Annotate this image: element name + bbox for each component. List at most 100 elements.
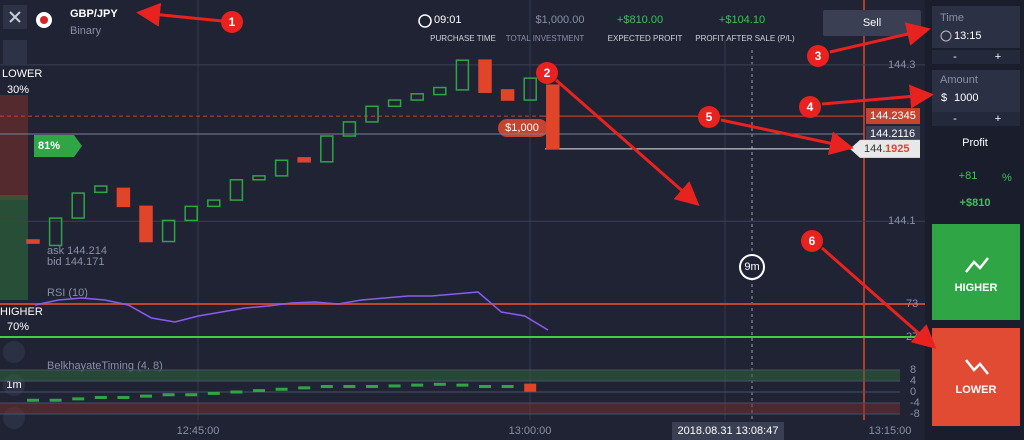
belk-bar [230,390,243,394]
belk-bar [388,384,401,388]
candle-body [433,86,447,96]
time-minus[interactable]: - [953,51,957,63]
higher-button[interactable] [932,224,1020,320]
candle-body [320,135,334,163]
annotation-badges [221,11,829,252]
cursor-time-bg [672,422,784,440]
candle-body [342,121,357,137]
cursor-time: 2018.08.31 13:08:47 [678,425,779,437]
candle-body [184,205,198,222]
chart-bg [0,0,925,440]
candle-body [94,185,108,194]
belk-bar [207,391,220,395]
strike-label-bg [866,108,920,125]
time-tick-label: 12:45:00 [177,425,220,437]
profit-label: Profit [962,137,988,149]
candle-body [410,93,424,101]
belk-bar [27,398,39,402]
belk-bar [117,396,130,399]
period: 1m [6,379,21,391]
investment-tag-bg [498,119,548,137]
higher-sentiment [0,195,28,300]
candle-body [48,217,63,247]
strike-label: 144.2345 [870,110,916,122]
time-plus[interactable]: + [995,51,1001,63]
belk-bar [456,383,469,387]
amount-box[interactable] [932,70,1020,112]
belk-bar [524,383,537,392]
belk-bar [501,385,514,388]
profit-after-sale: +$104.10 [719,14,765,26]
higher-icon [965,257,989,273]
investment-label: TOTAL INVESTMENT [506,34,585,43]
close-icon [9,11,21,23]
clock-icon [940,30,952,42]
belk-bar [479,385,491,388]
flag-icon-dot [40,16,48,24]
asset-name[interactable]: GBP/JPY [70,8,118,20]
candle-body [523,77,537,101]
higher-label: HIGHER [955,282,998,294]
timer-icon [418,14,432,28]
time-label: Time [940,12,964,24]
annotation: 4 [807,100,814,114]
time-stepper [932,50,1020,64]
expiry-countdown: 9m [744,261,759,273]
amount-stepper [932,112,1020,126]
countdown-ring [739,254,765,280]
lower-button[interactable] [932,328,1020,426]
price-tick-label: 144.3 [888,59,916,71]
percent-sign: % [1002,172,1012,184]
amount-value: 1000 [954,92,978,104]
sell-label: Sell [863,17,881,29]
candle-body [297,157,311,163]
belk-bar [298,386,311,390]
rsi-line [34,291,549,331]
expected-profit: +$810.00 [617,14,663,26]
price-tick-label: 144.1 [888,215,916,227]
higher-pct: 70% [7,321,29,333]
profit-after-sale-label: PROFIT AFTER SALE (P/L) [695,34,795,43]
candle-body [546,84,560,150]
rsi-label: RSI (10) [47,287,88,299]
timer: 09:01 [434,14,462,26]
candle-body [500,89,515,101]
belk-band-low [0,403,900,414]
candle-body [274,159,289,177]
annotation: 1 [229,15,236,29]
candle-body [26,239,40,244]
annotation: 6 [809,234,816,248]
belk-tick-label: -4 [910,397,920,409]
belk-bar [140,394,152,398]
candle-body [229,179,244,201]
v-grid [197,0,726,420]
lower-pct: 30% [7,84,29,96]
amount-minus[interactable]: - [953,113,957,125]
belk-bar [72,397,85,401]
mid-label: 144.2116 [870,128,915,140]
candle-body [478,59,492,93]
annotation: 2 [544,66,551,80]
belk-bar [94,396,107,399]
candle-body [252,175,266,181]
amount-plus[interactable]: + [995,113,1001,125]
collapse-button[interactable] [3,40,27,64]
annotation: 3 [815,49,822,63]
rsi-level-label: 73 [906,298,918,310]
asset-type: Binary [70,25,102,37]
lower-icon [965,359,989,375]
sell-button[interactable] [823,10,921,36]
candle-body [387,99,402,108]
belk-bar [253,389,265,393]
timer-label: PURCHASE TIME [430,34,496,43]
belk-bar [320,385,333,388]
belk-bar [275,387,288,391]
belk-tick-label: 0 [910,386,916,398]
chart-type-button[interactable] [3,341,25,363]
belk-tick-label: 4 [910,375,916,387]
currency: $ [941,92,947,104]
time-value: 13:15 [954,30,982,42]
candle-body [365,105,379,123]
payout-badge [34,135,82,157]
